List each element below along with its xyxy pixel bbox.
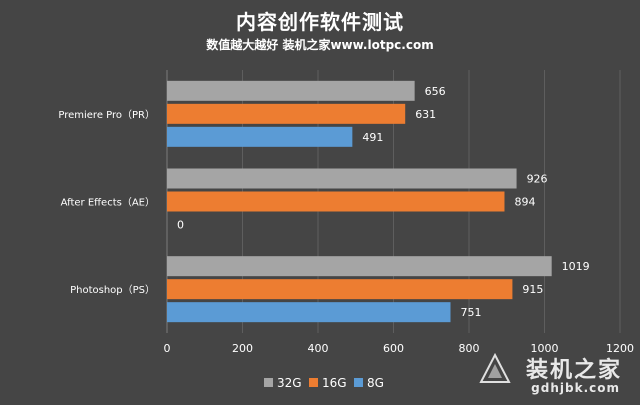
- bar-16g: [167, 279, 513, 300]
- data-label: 631: [415, 108, 436, 121]
- legend-swatch-16g: [309, 378, 318, 387]
- x-tick-label: 800: [459, 342, 480, 355]
- category-label: After Effects（AE）: [61, 197, 155, 209]
- data-label: 926: [527, 173, 548, 186]
- data-label: 915: [522, 283, 543, 296]
- chart-title: 内容创作软件测试: [236, 10, 404, 34]
- chart-subtitle: 数值越大越好 装机之家www.lotpc.com: [206, 38, 434, 52]
- x-tick-label: 600: [383, 342, 404, 355]
- watermark-text: 装机之家: [525, 358, 622, 383]
- data-label: 0: [177, 219, 184, 232]
- x-tick-label: 200: [232, 342, 253, 355]
- bar-8g: [167, 126, 353, 147]
- legend-label-16g: 16G: [322, 376, 347, 390]
- category-label: Premiere Pro（PR）: [58, 109, 155, 121]
- data-label: 1019: [562, 260, 590, 273]
- data-label: 656: [425, 85, 446, 98]
- data-label: 894: [514, 196, 535, 209]
- legend-swatch-8g: [354, 378, 363, 387]
- x-tick-label: 400: [308, 342, 329, 355]
- watermark-domain: gdhjbk.com: [531, 381, 620, 395]
- bar-8g: [167, 302, 451, 323]
- bar-32g: [167, 168, 517, 189]
- data-label: 751: [461, 306, 482, 319]
- house-logo-icon: [479, 352, 511, 383]
- bar-16g: [167, 191, 505, 212]
- x-tick-label: 1000: [531, 342, 559, 355]
- bar-32g: [167, 80, 415, 101]
- bar-32g: [167, 256, 552, 277]
- x-tick-label: 0: [164, 342, 171, 355]
- bar-16g: [167, 103, 406, 124]
- data-label: 491: [362, 131, 383, 144]
- category-label: Photoshop（PS）: [70, 284, 155, 296]
- x-tick-label: 1200: [606, 342, 634, 355]
- legend-label-32g: 32G: [277, 376, 302, 390]
- legend-swatch-32g: [264, 378, 273, 387]
- legend-label-8g: 8G: [367, 376, 384, 390]
